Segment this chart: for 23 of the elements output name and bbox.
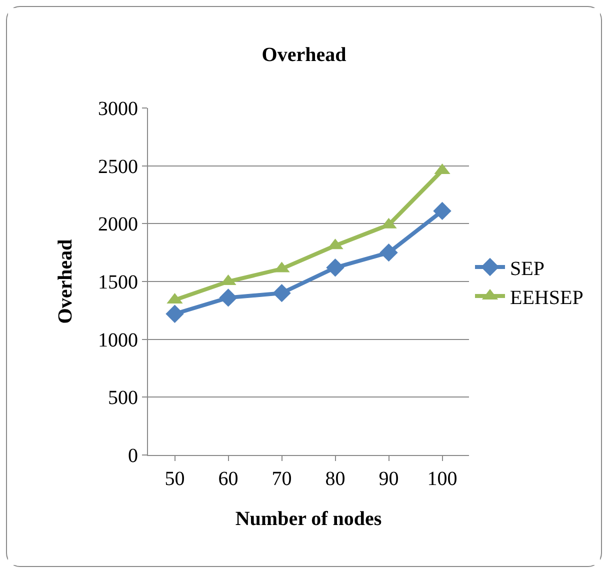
point — [326, 258, 344, 277]
point — [380, 243, 398, 262]
x-tick-label: 100 — [427, 468, 458, 490]
x-tick-label: 50 — [164, 468, 185, 490]
y-tick-label: 1500 — [98, 272, 138, 294]
y-tick-label: 1000 — [98, 329, 138, 352]
y-tick-label: 2000 — [98, 214, 138, 236]
point — [272, 284, 291, 302]
point — [219, 288, 238, 307]
y-tick-label: 0 — [128, 445, 138, 467]
x-axis-title: Number of nodes — [235, 508, 382, 530]
point — [166, 304, 184, 323]
y-tick-label: 2500 — [98, 156, 138, 178]
x-tick-label: 60 — [218, 468, 238, 490]
y-axis-title: Overhead — [54, 239, 76, 324]
chart-title: Overhead — [262, 44, 346, 66]
y-tick-label: 500 — [108, 387, 138, 410]
x-tick-label: 70 — [272, 468, 292, 490]
x-tick-label: 80 — [325, 468, 346, 490]
legend-label: SEP — [510, 258, 544, 280]
legend-label: EEHSEP — [510, 286, 584, 309]
x-tick-label: 90 — [378, 468, 399, 490]
y-tick-label: 3000 — [98, 98, 138, 120]
